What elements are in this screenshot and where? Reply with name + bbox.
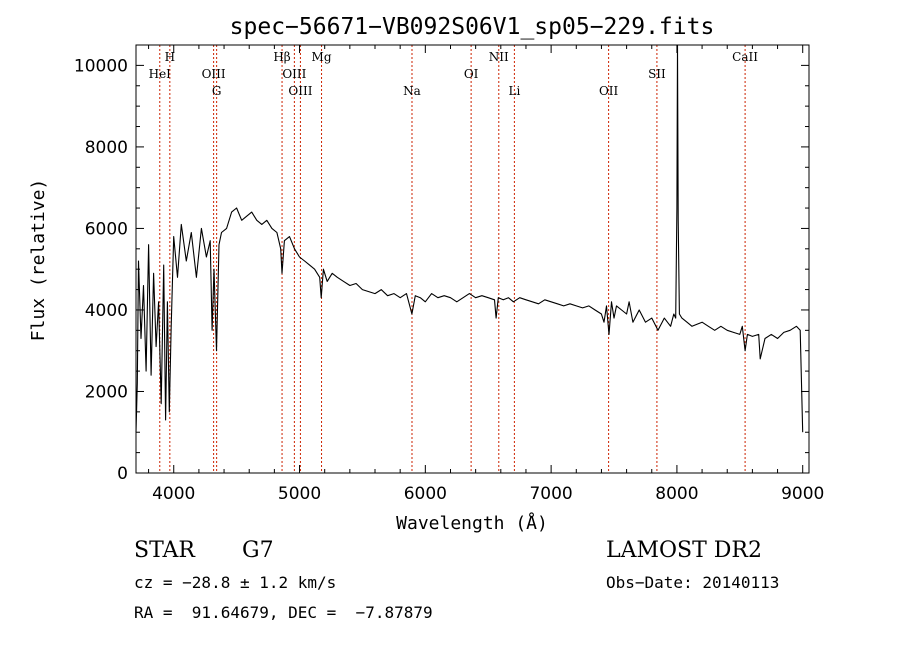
chart-title: spec−56671−VB092S06V1_sp05−229.fits xyxy=(230,14,715,40)
line-marker-label: G xyxy=(212,84,222,98)
y-tick-label: 6000 xyxy=(85,219,128,239)
emission-line-markers: HeI H OIII G Hβ OIII OIII Mg Na OI NII Li OII SII CaII xyxy=(149,45,758,473)
y-tick-label: 10000 xyxy=(74,56,128,76)
plot-frame xyxy=(135,44,810,474)
survey-label: LAMOST DR2 xyxy=(606,538,762,563)
y-axis: 0 2000 4000 6000 8000 10000 xyxy=(74,56,809,484)
y-axis-label: Flux (relative) xyxy=(28,179,49,342)
y-tick-label: 8000 xyxy=(85,138,128,158)
x-tick-label: 4000 xyxy=(152,484,195,504)
x-tick-label: 6000 xyxy=(404,484,447,504)
redshift-velocity: cz = −28.8 ± 1.2 km/s xyxy=(134,573,337,592)
y-tick-label: 4000 xyxy=(85,301,128,321)
line-marker-label: Hβ xyxy=(273,50,290,64)
line-marker-label: OIII xyxy=(202,67,226,81)
line-marker-label: HeI xyxy=(149,67,172,81)
y-tick-label: 2000 xyxy=(85,382,128,402)
y-tick-label: 0 xyxy=(117,464,128,484)
object-subclass: G7 xyxy=(242,538,274,563)
observation-date: Obs−Date: 20140113 xyxy=(606,573,780,592)
line-marker-label: OI xyxy=(464,67,479,81)
line-marker-label: SII xyxy=(648,67,666,81)
x-axis-label: Wavelength (Å) xyxy=(396,512,548,534)
line-marker-label: OIII xyxy=(282,67,306,81)
line-marker-label: NII xyxy=(489,50,509,64)
object-class: STAR xyxy=(134,538,195,563)
x-tick-label: 7000 xyxy=(529,484,572,504)
line-marker-label: Mg xyxy=(312,50,332,64)
series-layer xyxy=(135,44,804,433)
x-tick-label: 8000 xyxy=(655,484,698,504)
spectrum-line xyxy=(135,44,804,433)
line-marker-label: OII xyxy=(599,84,619,98)
x-tick-label: 9000 xyxy=(781,484,824,504)
coordinates: RA = 91.64679, DEC = −7.87879 xyxy=(134,603,433,622)
line-marker-label: OIII xyxy=(288,84,312,98)
line-marker-label: CaII xyxy=(732,50,758,64)
line-marker-label: Na xyxy=(403,84,421,98)
x-axis: 4000 5000 6000 7000 8000 9000 xyxy=(148,45,824,504)
line-marker-label: Li xyxy=(508,84,520,98)
x-tick-label: 5000 xyxy=(278,484,321,504)
line-marker-label: H xyxy=(165,50,175,64)
